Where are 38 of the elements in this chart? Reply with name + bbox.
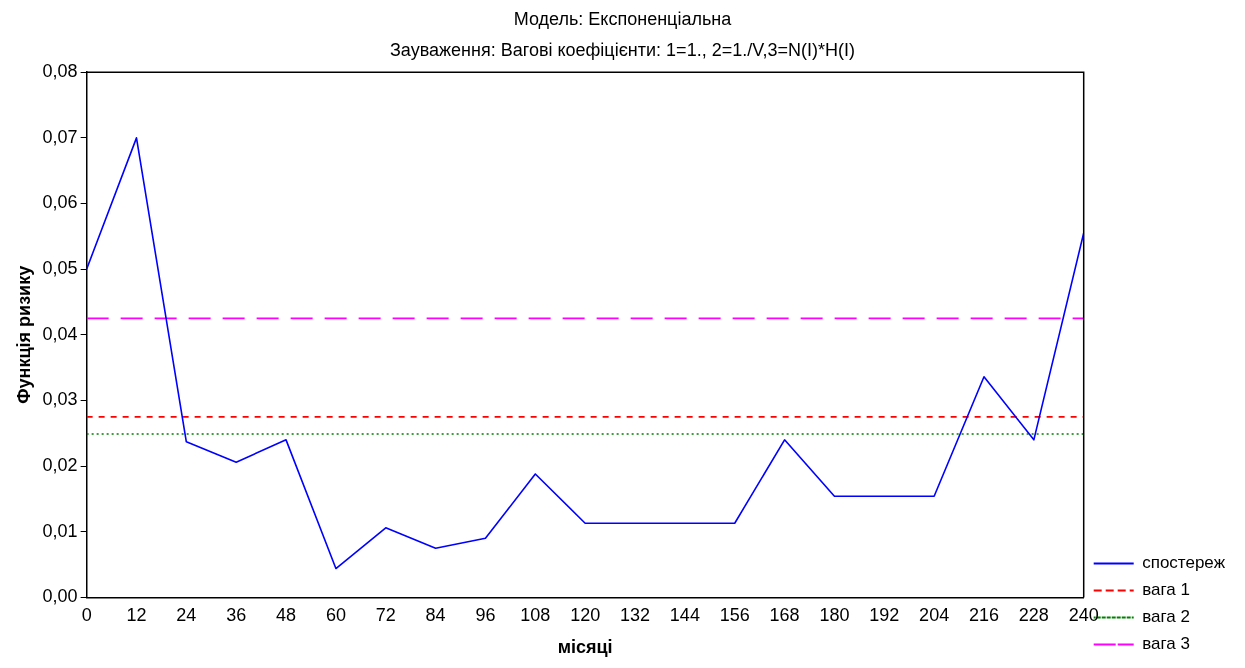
x-tick-label: 216 — [968, 605, 1000, 626]
x-tick-label: 192 — [869, 605, 900, 626]
x-tick-label: 72 — [375, 605, 396, 626]
y-tick-label: 0,05 — [42, 258, 78, 279]
y-tick-label: 0,02 — [42, 455, 78, 476]
x-tick-label: 60 — [325, 605, 346, 626]
x-tick-label: 36 — [226, 605, 247, 626]
x-tick-label: 48 — [276, 605, 297, 626]
y-axis-title: Функція ризику — [13, 265, 34, 404]
x-tick-label: 144 — [669, 605, 700, 626]
legend-label: вага 2 — [1142, 607, 1190, 627]
x-tick-label: 24 — [176, 605, 197, 626]
legend-label: вага 1 — [1142, 580, 1190, 600]
x-axis-title: місяці — [557, 637, 613, 658]
x-tick-label: 84 — [425, 605, 446, 626]
x-tick-label: 228 — [1018, 605, 1049, 626]
x-tick-label: 168 — [769, 605, 800, 626]
x-tick-label: 120 — [570, 605, 601, 626]
x-tick-label: 204 — [919, 605, 950, 626]
legend-label: вага 3 — [1142, 634, 1190, 654]
x-tick-label: 12 — [126, 605, 147, 626]
y-tick-label: 0,06 — [42, 192, 78, 213]
y-tick-label: 0,01 — [42, 520, 78, 541]
y-tick-label: 0,03 — [42, 389, 78, 410]
chart-title: Модель: Експоненціальна — [513, 9, 733, 30]
y-tick-label: 0,08 — [42, 61, 78, 82]
legend-label: спостереж — [1142, 553, 1226, 573]
y-tick-label: 0,04 — [42, 323, 78, 344]
chart-subtitle: Зауваження: Вагові коефіцієнти: 1=1., 2=1./V,3=N(I)*H(I) — [389, 39, 856, 60]
x-tick-label: 156 — [719, 605, 750, 626]
x-tick-label: 132 — [620, 605, 651, 626]
x-tick-label: 108 — [520, 605, 551, 626]
x-tick-label: 180 — [819, 605, 850, 626]
y-tick-label: 0,00 — [42, 586, 78, 607]
y-tick-label: 0,07 — [42, 126, 78, 147]
x-tick-label: 240 — [1068, 605, 1099, 626]
x-tick-label: 96 — [475, 605, 496, 626]
x-tick-label: 0 — [81, 605, 92, 626]
